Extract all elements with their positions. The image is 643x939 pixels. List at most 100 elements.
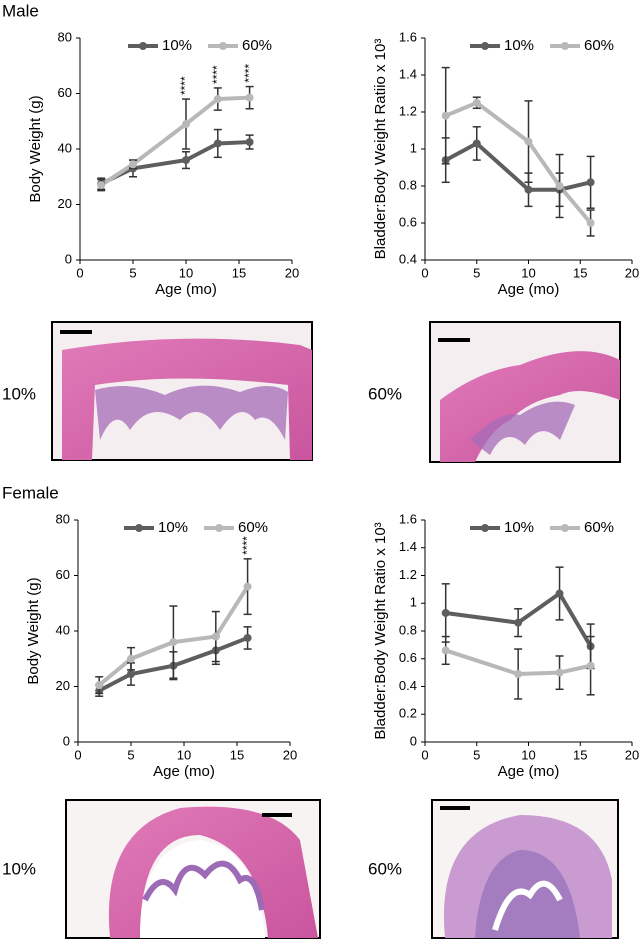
- x-axis-title: Age (mo): [153, 763, 215, 780]
- x-tick-label: 15: [230, 747, 244, 762]
- y-tick-label: 1.2: [399, 567, 417, 582]
- data-point: [441, 111, 450, 120]
- y-tick-label: 0: [63, 733, 70, 748]
- legend-marker: [219, 42, 227, 50]
- data-point: [514, 618, 523, 627]
- image-label: 60%: [368, 859, 402, 878]
- legend-label: 10%: [162, 37, 192, 54]
- data-point: [524, 185, 533, 194]
- y-tick-label: 60: [58, 85, 72, 100]
- data-point: [555, 668, 564, 677]
- x-tick-label: 15: [232, 265, 246, 280]
- x-tick-label: 20: [285, 265, 299, 280]
- y-tick-label: 0.6: [399, 650, 417, 665]
- data-point: [182, 120, 190, 129]
- data-point: [213, 139, 222, 148]
- data-point: [555, 182, 564, 190]
- y-tick-label: 1.2: [399, 103, 417, 118]
- y-tick-label: 0: [410, 733, 417, 748]
- y-tick-label: 0.8: [399, 177, 417, 192]
- legend-label: 10%: [504, 37, 534, 54]
- legend-label: 60%: [584, 37, 614, 54]
- y-tick-label: 80: [56, 511, 70, 526]
- chart: 0 20 40 60 80 0 5 10 15 20 Age (mo) Body Weight (g)…: [27, 29, 299, 298]
- y-tick-label: 40: [56, 622, 70, 637]
- x-tick-label: 5: [473, 265, 480, 280]
- series-line: [100, 140, 250, 186]
- y-axis-title: Body Weight (g): [27, 95, 44, 202]
- y-tick-label: 60: [56, 567, 70, 582]
- data-point: [211, 632, 220, 641]
- x-tick-label: 0: [76, 265, 83, 280]
- data-point: [95, 681, 104, 690]
- x-tick-label: 20: [283, 747, 297, 762]
- x-tick-label: 0: [421, 747, 428, 762]
- data-point: [472, 98, 481, 107]
- x-axis-title: Age (mo): [155, 281, 217, 298]
- x-tick-label: 0: [74, 747, 81, 762]
- image-label: 60%: [368, 384, 402, 403]
- y-tick-label: 1.4: [399, 539, 417, 554]
- significance-annotation: ****: [210, 65, 224, 84]
- data-point: [127, 670, 135, 679]
- y-tick-label: 80: [58, 29, 72, 44]
- y-tick-label: 0.4: [399, 251, 417, 266]
- data-point: [243, 582, 252, 591]
- section-title: Male: [2, 1, 39, 20]
- data-point: [586, 219, 595, 227]
- legend-label: 10%: [158, 519, 188, 536]
- x-tick-label: 20: [625, 265, 639, 280]
- y-axis-title: Bladder:Body Weight Ratiio x 10³: [372, 39, 389, 260]
- legend-label: 60%: [238, 519, 268, 536]
- significance-annotation: ****: [242, 64, 256, 83]
- legend-marker: [215, 524, 223, 532]
- y-tick-label: 1.4: [399, 66, 417, 81]
- data-point: [169, 638, 178, 647]
- histology-image: [65, 799, 321, 939]
- legend-label: 60%: [242, 37, 272, 54]
- x-tick-label: 10: [521, 265, 535, 280]
- x-tick-label: 0: [421, 265, 428, 280]
- y-axis-title: Bladder:Body Weight Ratio x 10³: [372, 522, 389, 739]
- y-tick-label: 0.2: [399, 706, 417, 721]
- data-point: [441, 646, 450, 655]
- legend-marker: [139, 42, 147, 50]
- legend-label: 60%: [584, 519, 614, 536]
- data-point: [129, 160, 137, 169]
- legend-marker: [561, 524, 569, 532]
- y-tick-label: 20: [58, 196, 72, 211]
- x-tick-label: 10: [177, 747, 191, 762]
- y-tick-label: 40: [58, 140, 72, 155]
- x-tick-label: 10: [521, 747, 535, 762]
- y-axis-title: Body Weight (g): [25, 577, 42, 684]
- chart: 0.4 0.6 0.8 1 1.2 1.4 1.6 0 5 10 15 20 Age (mo) Bladd…: [372, 29, 639, 298]
- x-tick-label: 10: [179, 265, 193, 280]
- data-point: [586, 661, 595, 670]
- image-label: 10%: [2, 384, 36, 403]
- x-axis-title: Age (mo): [498, 281, 560, 298]
- x-tick-label: 20: [625, 747, 639, 762]
- x-tick-label: 15: [573, 747, 587, 762]
- histology-image: [51, 321, 313, 461]
- y-tick-label: 0.6: [399, 214, 417, 229]
- y-tick-label: 0: [65, 251, 72, 266]
- data-point: [127, 654, 135, 663]
- x-tick-label: 5: [129, 265, 136, 280]
- data-point: [213, 95, 222, 104]
- series-line: [444, 141, 592, 192]
- data-point: [243, 633, 252, 642]
- legend-marker: [561, 42, 569, 50]
- y-tick-label: 0.4: [399, 678, 417, 693]
- y-tick-label: 1.6: [399, 29, 417, 44]
- chart: 0 0.2 0.4 0.6 0.8 1 1.2 1.4 1.6 0 5 10 15 20 Age (mo) B…: [372, 511, 639, 780]
- legend-marker: [481, 42, 489, 50]
- legend-marker: [135, 524, 143, 532]
- significance-annotation: ****: [178, 76, 192, 95]
- x-tick-label: 5: [127, 747, 134, 762]
- data-point: [245, 93, 254, 102]
- histology-image: [431, 799, 619, 939]
- y-tick-label: 1: [410, 140, 417, 155]
- legend-marker: [481, 524, 489, 532]
- x-tick-label: 15: [573, 265, 587, 280]
